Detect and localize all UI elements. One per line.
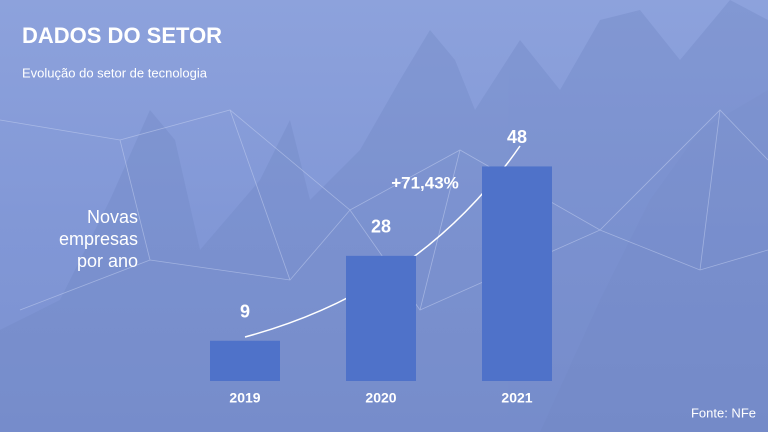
data-label: 9 <box>240 302 250 322</box>
chart-subtitle: Evolução do setor de tecnologia <box>22 65 208 80</box>
source: Fonte: NFe <box>691 405 756 420</box>
y-axis-label: Novas empresas por ano <box>58 207 138 271</box>
data-label: 28 <box>371 217 391 237</box>
x-tick-label: 2021 <box>501 390 532 406</box>
data-label: 48 <box>507 127 527 147</box>
bar <box>210 340 280 381</box>
chart-title: DADOS DO SETOR <box>22 23 222 48</box>
bar <box>346 255 416 381</box>
x-tick-label: 2020 <box>365 390 396 406</box>
x-tick-label: 2019 <box>229 390 260 406</box>
bar <box>482 166 552 381</box>
annotation: +71,43% <box>391 173 459 192</box>
